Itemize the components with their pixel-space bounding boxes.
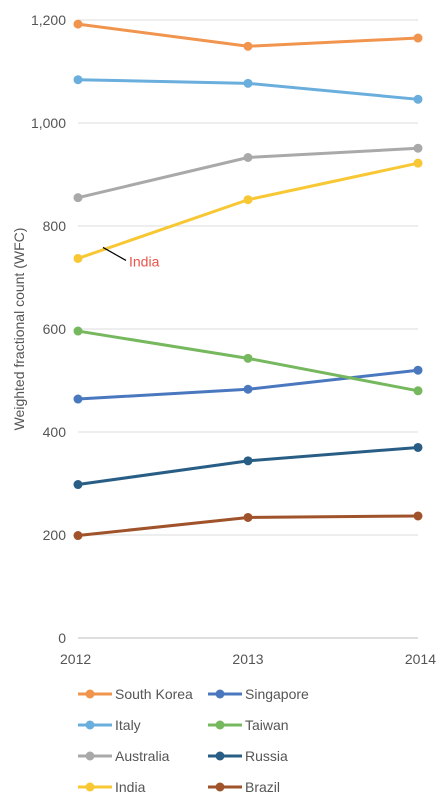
legend-label: India	[115, 779, 146, 794]
x-tick-label: 2014	[405, 651, 436, 667]
series-india	[73, 158, 423, 263]
legend-item: Taiwan	[208, 717, 289, 733]
data-point	[413, 511, 423, 521]
series-lines	[73, 19, 423, 541]
y-tick-label: 400	[43, 424, 67, 440]
series-line	[77, 368, 419, 401]
legend-item: Australia	[78, 748, 170, 764]
series-line	[77, 161, 419, 260]
x-tick-label: 2013	[232, 651, 263, 667]
series-line	[77, 445, 419, 487]
data-point	[73, 19, 83, 29]
data-point	[73, 480, 83, 490]
legend-item: Italy	[78, 717, 141, 733]
y-tick-label: 200	[43, 527, 67, 543]
legend-swatch-marker	[85, 689, 95, 699]
gridlines	[78, 19, 418, 639]
data-point	[243, 41, 253, 51]
data-point	[73, 253, 83, 263]
y-tick-labels: 0 200 400 600 800 1,000 1,200	[31, 12, 66, 646]
data-point	[413, 33, 423, 43]
y-tick-label: 800	[43, 218, 67, 234]
annotation-label: India	[129, 253, 160, 269]
annotation-leader-line	[102, 246, 127, 261]
data-point	[243, 78, 253, 88]
legend: South Korea Italy Australia India Singapore T…	[78, 686, 309, 795]
legend-label: Italy	[115, 717, 141, 733]
series-australia	[73, 143, 423, 203]
legend-label: Singapore	[245, 686, 309, 702]
series-russia	[73, 442, 423, 490]
data-point	[413, 386, 423, 396]
data-point	[243, 195, 253, 205]
data-point	[243, 153, 253, 163]
legend-swatch-marker	[215, 751, 225, 761]
data-point	[413, 143, 423, 153]
legend-item: India	[78, 779, 146, 795]
legend-item: Russia	[208, 748, 288, 764]
legend-swatch-marker	[215, 720, 225, 730]
data-point	[413, 365, 423, 375]
data-point	[243, 353, 253, 363]
legend-swatch-marker	[215, 782, 225, 792]
legend-swatch-marker	[85, 720, 95, 730]
y-tick-label: 0	[58, 630, 66, 646]
data-point	[243, 456, 253, 466]
data-point	[73, 394, 83, 404]
data-point	[73, 193, 83, 203]
legend-swatch-marker	[85, 751, 95, 761]
data-point	[73, 75, 83, 85]
y-tick-label: 600	[43, 321, 67, 337]
legend-label: Taiwan	[245, 717, 289, 733]
y-tick-label: 1,200	[31, 12, 66, 28]
annotation: India	[102, 246, 160, 269]
legend-swatch-marker	[215, 689, 225, 699]
data-point	[413, 442, 423, 452]
y-axis-title: Weighted fractional count (WFC)	[11, 228, 27, 431]
legend-swatch-marker	[85, 782, 95, 792]
series-singapore	[73, 365, 423, 404]
data-point	[413, 158, 423, 168]
data-point	[73, 531, 83, 541]
legend-label: Brazil	[245, 779, 280, 794]
data-point	[73, 326, 83, 336]
x-tick-labels: 2012 2013 2014	[60, 651, 436, 667]
legend-label: Australia	[115, 748, 170, 764]
legend-label: Russia	[245, 748, 288, 764]
data-point	[243, 512, 253, 522]
data-point	[243, 384, 253, 394]
series-italy	[73, 75, 423, 104]
y-tick-label: 1,000	[31, 115, 66, 131]
legend-item: Brazil	[208, 779, 280, 795]
x-tick-label: 2012	[60, 651, 91, 667]
series-brazil	[73, 511, 423, 541]
legend-item: Singapore	[208, 686, 309, 702]
series-south-korea	[73, 19, 423, 51]
series-taiwan	[73, 326, 423, 396]
legend-label: South Korea	[115, 686, 193, 702]
legend-item: South Korea	[78, 686, 193, 702]
data-point	[413, 94, 423, 104]
